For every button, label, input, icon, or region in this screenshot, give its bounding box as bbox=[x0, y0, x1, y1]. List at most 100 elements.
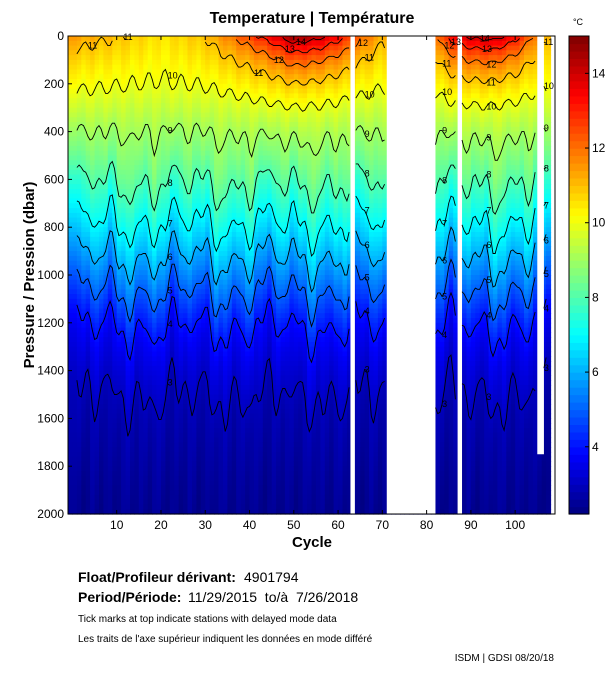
heat-cell bbox=[169, 313, 175, 319]
heat-cell bbox=[121, 313, 127, 319]
heat-cell bbox=[267, 79, 273, 85]
heat-cell bbox=[178, 126, 184, 133]
heat-cell bbox=[147, 141, 153, 147]
heat-cell bbox=[156, 270, 162, 276]
heat-cell bbox=[68, 112, 73, 118]
heat-cell bbox=[143, 308, 149, 314]
heat-cell bbox=[116, 418, 122, 424]
heat-cell bbox=[161, 456, 166, 462]
heat-cell bbox=[99, 413, 104, 419]
heat-cell bbox=[218, 370, 224, 376]
heat-cell bbox=[107, 59, 113, 66]
heat-cell bbox=[125, 490, 131, 496]
heat-cell bbox=[90, 456, 96, 462]
heat-cell bbox=[169, 122, 175, 128]
heat-cell bbox=[240, 318, 246, 324]
heat-cell bbox=[209, 246, 215, 252]
heat-cell bbox=[174, 74, 180, 80]
heat-cell bbox=[103, 432, 109, 439]
heat-cell bbox=[267, 485, 273, 491]
heat-cell bbox=[112, 432, 118, 439]
heat-cell bbox=[94, 93, 100, 99]
heat-cell bbox=[267, 442, 273, 448]
heat-cell bbox=[284, 150, 290, 157]
heat-cell bbox=[262, 198, 268, 204]
heat-cell bbox=[125, 40, 131, 47]
heat-cell bbox=[253, 303, 259, 310]
heat-cell bbox=[156, 88, 162, 94]
heat-cell bbox=[200, 370, 206, 376]
heat-cell bbox=[125, 413, 131, 419]
heat-cell bbox=[284, 102, 290, 109]
heat-cell bbox=[90, 102, 96, 109]
heat-cell bbox=[192, 351, 197, 357]
heat-cell bbox=[68, 50, 73, 56]
heat-cell bbox=[94, 198, 100, 204]
heat-cell bbox=[284, 55, 290, 61]
heat-cell bbox=[187, 217, 193, 223]
heat-cell bbox=[143, 509, 149, 515]
heat-cell bbox=[72, 322, 78, 329]
heat-cell bbox=[178, 332, 184, 338]
heat-cell bbox=[236, 270, 242, 276]
heat-cell bbox=[134, 36, 140, 42]
heat-cell bbox=[267, 418, 273, 424]
heat-cell bbox=[90, 112, 96, 118]
heat-cell bbox=[178, 504, 184, 510]
heat-cell bbox=[169, 251, 175, 257]
heat-cell bbox=[103, 69, 109, 75]
heat-cell bbox=[236, 203, 242, 209]
heat-cell bbox=[152, 265, 158, 271]
heat-cell bbox=[147, 40, 153, 47]
heat-cell bbox=[76, 356, 82, 362]
heat-cell bbox=[262, 179, 268, 185]
heat-cell bbox=[276, 384, 282, 391]
heat-cell bbox=[271, 36, 277, 42]
heat-cell bbox=[161, 227, 166, 233]
heat-cell bbox=[107, 509, 113, 515]
heat-cell bbox=[107, 241, 113, 247]
heat-cell bbox=[130, 203, 135, 209]
heat-cell bbox=[130, 322, 135, 329]
heat-cell bbox=[72, 145, 78, 152]
heat-cell bbox=[231, 98, 237, 104]
heat-cell bbox=[178, 308, 184, 314]
heat-cell bbox=[205, 509, 211, 515]
heat-cell bbox=[196, 232, 202, 238]
heat-cell bbox=[169, 145, 175, 152]
heat-cell bbox=[169, 418, 175, 424]
heat-cell bbox=[276, 432, 282, 439]
heat-cell bbox=[94, 69, 100, 75]
heat-cell bbox=[280, 227, 286, 233]
heat-cell bbox=[112, 179, 118, 185]
heat-cell bbox=[125, 241, 131, 247]
heat-cell bbox=[262, 408, 268, 415]
heat-cell bbox=[165, 303, 171, 310]
heat-cell bbox=[125, 222, 131, 228]
heat-cell bbox=[262, 79, 268, 85]
heat-cell bbox=[107, 494, 113, 501]
heat-cell bbox=[138, 346, 144, 353]
heat-cell bbox=[169, 308, 175, 314]
heat-cell bbox=[267, 284, 273, 290]
heat-cell bbox=[161, 122, 166, 128]
heat-cell bbox=[143, 83, 149, 90]
heat-cell bbox=[138, 160, 144, 166]
heat-cell bbox=[99, 485, 104, 491]
heat-cell bbox=[85, 227, 91, 233]
heat-cell bbox=[271, 480, 277, 486]
heat-cell bbox=[72, 466, 78, 472]
heat-cell bbox=[178, 413, 184, 419]
heat-cell bbox=[267, 365, 273, 372]
heat-cell bbox=[223, 208, 228, 214]
heat-cell bbox=[143, 160, 149, 166]
heat-cell bbox=[253, 74, 259, 80]
heat-cell bbox=[94, 447, 100, 453]
heat-cell bbox=[116, 499, 122, 506]
heat-cell bbox=[143, 236, 149, 243]
heat-cell bbox=[245, 408, 251, 415]
heat-cell bbox=[196, 442, 202, 448]
heat-cell bbox=[112, 64, 118, 71]
heat-cell bbox=[280, 36, 286, 42]
heat-cell bbox=[223, 404, 228, 410]
